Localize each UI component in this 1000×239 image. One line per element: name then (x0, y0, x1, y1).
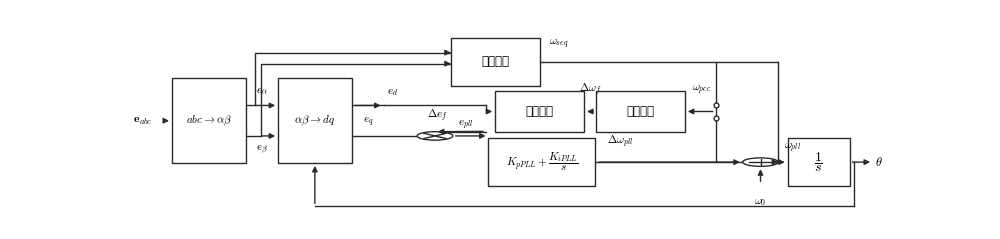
Text: $\omega_0$: $\omega_0$ (754, 197, 767, 208)
Circle shape (743, 158, 778, 166)
Text: 获取模块: 获取模块 (481, 55, 509, 68)
Circle shape (417, 132, 453, 140)
Text: $K_{pPLL}+\dfrac{K_{iPLL}}{s}$: $K_{pPLL}+\dfrac{K_{iPLL}}{s}$ (506, 151, 578, 173)
Text: $\mathbf{e}_{abc}$: $\mathbf{e}_{abc}$ (133, 114, 152, 127)
FancyBboxPatch shape (172, 78, 246, 163)
FancyBboxPatch shape (788, 138, 850, 186)
Text: $e_{\beta}$: $e_{\beta}$ (256, 144, 267, 157)
Text: $abc \rightarrow \alpha\beta$: $abc \rightarrow \alpha\beta$ (186, 114, 232, 128)
Text: $\Delta e_f$: $\Delta e_f$ (427, 108, 448, 124)
FancyBboxPatch shape (596, 91, 685, 132)
Text: $\omega_{pll}$: $\omega_{pll}$ (784, 141, 801, 155)
FancyBboxPatch shape (451, 38, 540, 86)
FancyBboxPatch shape (278, 78, 352, 163)
Text: $\alpha\beta \rightarrow dq$: $\alpha\beta \rightarrow dq$ (294, 114, 335, 128)
Text: $e_d$: $e_d$ (387, 87, 398, 98)
Text: $\theta$: $\theta$ (875, 156, 883, 168)
FancyBboxPatch shape (495, 91, 584, 132)
Text: $e_{\alpha}$: $e_{\alpha}$ (256, 87, 267, 97)
Text: $e_q$: $e_q$ (363, 115, 374, 129)
Text: $\Delta\omega_f$: $\Delta\omega_f$ (579, 81, 601, 98)
Text: $\dfrac{1}{s}$: $\dfrac{1}{s}$ (814, 150, 823, 174)
Text: $e_{pll}$: $e_{pll}$ (458, 119, 474, 132)
Text: $\Delta\omega_{pll}$: $\Delta\omega_{pll}$ (607, 134, 633, 150)
Text: $\omega_{pcc}$: $\omega_{pcc}$ (692, 83, 712, 97)
Text: 输出模块: 输出模块 (526, 105, 554, 118)
Text: 提取模块: 提取模块 (626, 105, 654, 118)
FancyBboxPatch shape (488, 138, 595, 186)
Text: $\omega_{seq}$: $\omega_{seq}$ (549, 37, 569, 51)
